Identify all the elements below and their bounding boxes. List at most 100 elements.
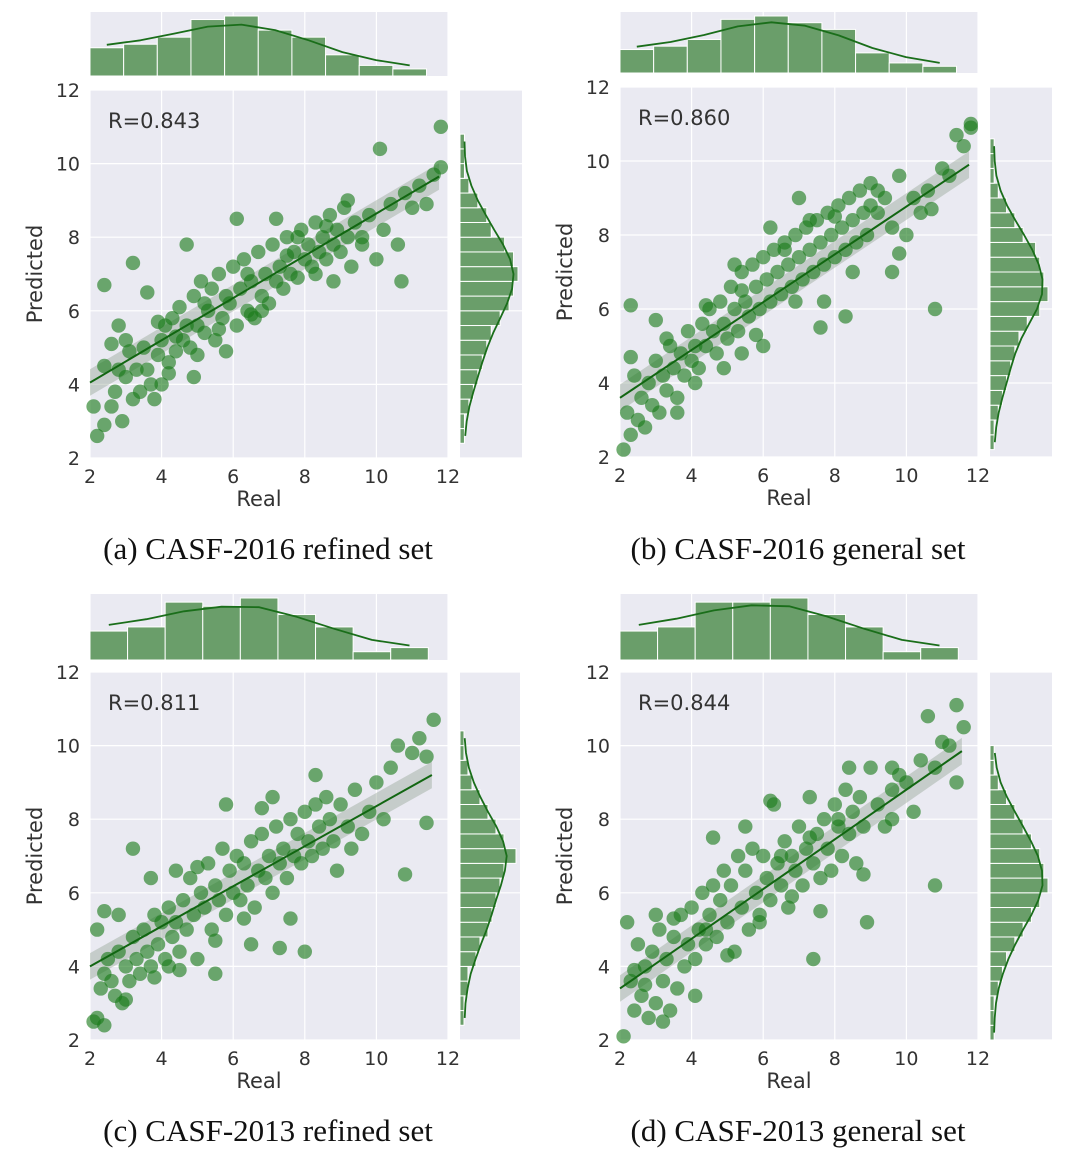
data-point [243, 834, 259, 849]
data-point [405, 200, 420, 215]
top-histogram-bar [922, 65, 958, 74]
data-point [115, 414, 130, 429]
data-point [641, 375, 656, 391]
x-tick-label: 6 [227, 466, 239, 488]
data-point [268, 819, 284, 834]
top-histogram-bar [754, 15, 789, 74]
right-histogram-bar [459, 774, 473, 791]
right-histogram-bar [459, 907, 493, 923]
data-point [89, 922, 105, 937]
data-point [630, 937, 646, 952]
data-point [97, 1018, 112, 1033]
data-point [838, 242, 853, 257]
top-histogram-bar [732, 601, 771, 661]
right-histogram-bar [989, 759, 995, 776]
data-point [727, 301, 742, 317]
data-point [297, 944, 312, 959]
data-point [190, 347, 205, 363]
data-point [161, 355, 176, 370]
data-point [781, 900, 796, 915]
data-point [304, 848, 320, 864]
caption-a: (a) CASF-2016 refined set [103, 531, 433, 566]
r-value-annotation: R=0.811 [108, 691, 200, 715]
data-point [798, 841, 814, 856]
data-point [208, 933, 223, 948]
data-point [841, 190, 857, 206]
right-histogram-bar [459, 310, 501, 327]
x-axis-label: Real [766, 1069, 811, 1093]
right-histogram-bar [459, 177, 470, 194]
data-point [136, 340, 151, 355]
right-kde-curve [463, 738, 508, 1018]
x-axis-label: Real [766, 486, 811, 510]
data-point [834, 848, 850, 864]
x-tick-label: 2 [614, 1048, 626, 1070]
data-point [279, 870, 295, 886]
right-histogram-bar [989, 167, 995, 184]
data-point [884, 812, 900, 827]
data-point [680, 324, 696, 339]
data-point [813, 235, 828, 250]
data-point [329, 863, 345, 878]
data-point [326, 274, 341, 289]
data-point [272, 940, 287, 956]
data-point [845, 804, 860, 820]
data-point [147, 391, 162, 407]
data-point [265, 789, 280, 805]
data-point [870, 183, 885, 198]
right-histogram-bar [989, 182, 999, 199]
data-point [684, 900, 699, 915]
data-point [802, 213, 817, 228]
x-tick-label: 2 [84, 466, 96, 488]
right-histogram-bar [989, 271, 1045, 288]
y-tick-label: 8 [68, 809, 80, 831]
x-tick-label: 4 [156, 1048, 168, 1070]
data-point [315, 841, 330, 856]
data-point [784, 848, 800, 864]
data-point [634, 988, 649, 1004]
data-point [738, 819, 753, 834]
data-point [788, 227, 803, 243]
data-point [208, 333, 223, 348]
data-point [251, 244, 266, 260]
data-point [226, 259, 241, 274]
data-point [892, 168, 907, 183]
top-histogram-bar [291, 36, 327, 77]
y-axis-label: Predicted [553, 807, 577, 906]
data-point [261, 848, 277, 864]
right-histogram-bar [459, 789, 481, 805]
data-point [648, 996, 663, 1011]
y-tick-label: 4 [68, 956, 80, 978]
right-histogram-bar [989, 818, 1024, 835]
x-tick-label: 6 [227, 1048, 239, 1070]
y-axis-label: Predicted [23, 807, 47, 906]
data-point [204, 922, 219, 937]
data-point [784, 279, 800, 294]
data-point [791, 190, 807, 206]
data-point [802, 242, 817, 257]
right-histogram-bar [459, 833, 505, 850]
x-tick-label: 6 [757, 1048, 769, 1070]
data-point [240, 266, 255, 282]
right-histogram-bar [989, 745, 995, 761]
x-tick-label: 8 [299, 1048, 311, 1070]
data-point [118, 369, 133, 385]
data-point [716, 863, 732, 878]
right-histogram-bar [989, 877, 1049, 894]
y-tick-label: 10 [56, 154, 80, 176]
data-point [369, 252, 384, 267]
data-point [906, 804, 921, 820]
data-point [641, 1010, 656, 1026]
data-point [666, 911, 681, 926]
data-point [619, 405, 635, 420]
x-tick-label: 10 [364, 1048, 388, 1070]
right-histogram-bar [459, 745, 465, 761]
data-point [698, 937, 714, 952]
right-kde-curve [463, 141, 515, 436]
right-kde-curve [993, 146, 1044, 443]
data-point [319, 789, 334, 805]
data-point [369, 775, 384, 790]
data-point [254, 303, 270, 318]
right-histogram-bar [459, 428, 465, 444]
data-point [104, 336, 119, 352]
